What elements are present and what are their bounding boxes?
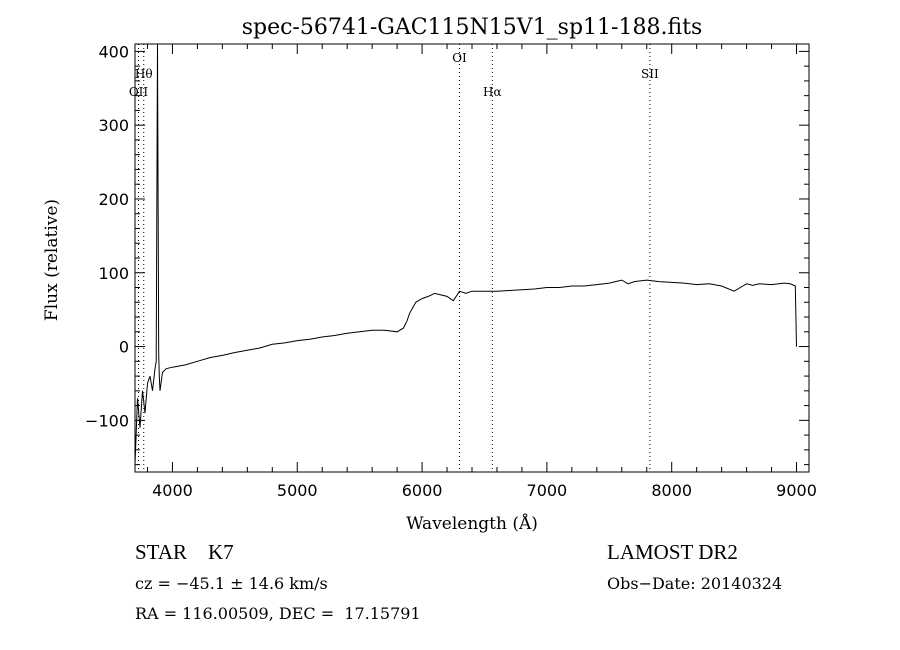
tick-labels: 4000 5000 6000 7000 8000 9000 −100 0 100 200 300 40… [85, 42, 817, 500]
coordinates-text: RA = 116.00509, DEC = 17.15791 [135, 604, 421, 623]
x-tick-label: 5000 [277, 481, 318, 500]
emission-line-label: SII [641, 67, 659, 81]
chart-title: spec-56741-GAC115N15V1_sp11-188.fits [242, 15, 703, 40]
x-axis-label: Wavelength (Å) [406, 513, 538, 534]
observation-date-text: Obs−Date: 20140324 [607, 574, 783, 593]
plot-axes [134, 43, 810, 473]
plot-frame [134, 43, 810, 473]
emission-line-markers [137, 44, 651, 472]
emission-line-label: Hα [483, 85, 502, 99]
x-tick-label: 9000 [776, 481, 817, 500]
y-tick-label: 300 [98, 116, 129, 135]
y-axis-label: Flux (relative) [42, 199, 62, 321]
x-tick-label: 7000 [527, 481, 568, 500]
x-tick-label: 6000 [402, 481, 443, 500]
spectrum-series-line [134, 43, 797, 465]
y-tick-label: 200 [98, 190, 129, 209]
x-tick-label: 8000 [651, 481, 692, 500]
emission-line-label: Hθ [135, 67, 153, 81]
x-tick-label: 4000 [152, 481, 193, 500]
emission-line-label: OI [452, 51, 467, 65]
y-tick-label: 400 [98, 42, 129, 61]
emission-line-label: OII [129, 85, 149, 99]
y-tick-label: 100 [98, 264, 129, 283]
object-class-text: STAR K7 [135, 540, 234, 564]
y-tick-label: 0 [119, 338, 129, 357]
survey-name-text: LAMOST DR2 [607, 540, 738, 564]
tick-marks [135, 44, 809, 472]
y-tick-label: −100 [85, 411, 129, 430]
emission-line-labels: OII Hθ OI Hα SII [129, 51, 659, 99]
redshift-text: cz = −45.1 ± 14.6 km/s [135, 574, 328, 593]
